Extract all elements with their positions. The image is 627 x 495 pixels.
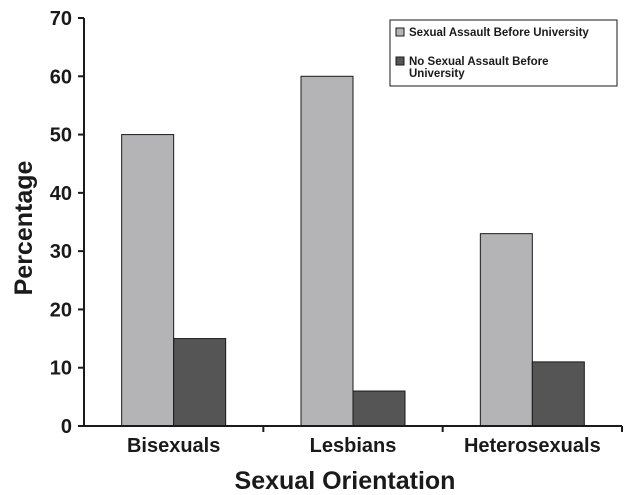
y-tick-label: 0	[61, 416, 72, 438]
x-axis: Bisexuals Lesbians Heterosexuals	[127, 426, 623, 457]
legend-label: University	[409, 68, 465, 80]
x-axis-title: Sexual Orientation	[235, 467, 456, 495]
x-category-label: Bisexuals	[127, 435, 220, 457]
legend-label: No Sexual Assault Before	[409, 56, 549, 68]
bar-lesbians-series-2	[352, 390, 406, 427]
x-category-label: Heterosexuals	[464, 435, 601, 457]
bar-heterosexuals-series-1	[479, 233, 533, 427]
y-tick-label: 50	[50, 125, 72, 147]
bar-bisexuals-series-2	[173, 338, 227, 427]
y-tick-label: 10	[50, 358, 72, 380]
legend-box	[389, 19, 618, 87]
bar-lesbians-series-1	[300, 75, 354, 427]
y-tick-label: 70	[50, 8, 72, 30]
y-tick-label: 40	[50, 183, 72, 205]
legend: Sexual Assault Before University No Sexua…	[389, 19, 618, 87]
y-axis-title: Percentage	[10, 161, 38, 296]
y-tick-label: 60	[50, 66, 72, 88]
bar-heterosexuals-series-2	[531, 361, 585, 427]
legend-label: Sexual Assault Before University	[409, 27, 589, 39]
x-category-label: Lesbians	[310, 435, 397, 457]
bar-bisexuals-series-1	[121, 134, 175, 427]
legend-swatch	[395, 27, 405, 37]
y-tick-label: 20	[50, 299, 72, 321]
y-axis: 0 10 20 30 40 50 60 70	[50, 8, 84, 438]
bars	[121, 75, 585, 427]
legend-swatch	[395, 56, 405, 66]
y-tick-label: 30	[50, 241, 72, 263]
